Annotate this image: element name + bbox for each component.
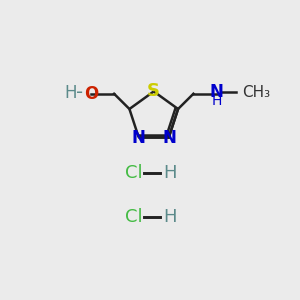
- Text: N: N: [210, 83, 224, 101]
- Text: N: N: [131, 129, 145, 147]
- Text: Cl: Cl: [125, 208, 143, 226]
- Text: H: H: [64, 84, 77, 102]
- Text: H: H: [163, 208, 176, 226]
- Text: H: H: [212, 94, 222, 109]
- Text: CH₃: CH₃: [242, 85, 270, 100]
- Text: S: S: [147, 82, 160, 100]
- Text: -: -: [76, 83, 83, 103]
- Text: H: H: [163, 164, 176, 182]
- Text: N: N: [163, 129, 176, 147]
- Text: O: O: [84, 85, 98, 103]
- Text: Cl: Cl: [125, 164, 143, 182]
